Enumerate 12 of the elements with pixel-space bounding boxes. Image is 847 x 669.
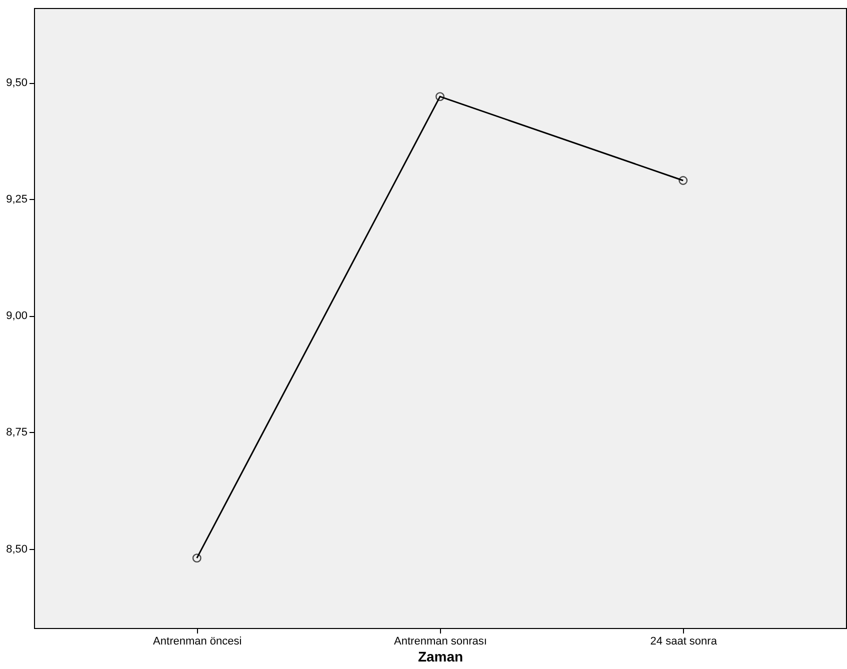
x-axis-title: Zaman: [418, 648, 464, 664]
y-tick-label: 9,50: [6, 77, 28, 90]
y-tick-label: 9,00: [6, 310, 28, 322]
y-tick-label: 9,25: [6, 194, 28, 206]
y-tick-label: 8,75: [6, 426, 28, 439]
x-tick-label: Antrenman sonrası: [394, 636, 487, 648]
point: [678, 176, 688, 185]
x-tick-label: Antrenman öncesi: [153, 636, 242, 648]
x-tick-label: 24 saat sonra: [650, 636, 718, 648]
y-tick-label: 8,50: [6, 543, 28, 556]
point: [436, 92, 444, 102]
point: [192, 554, 202, 563]
